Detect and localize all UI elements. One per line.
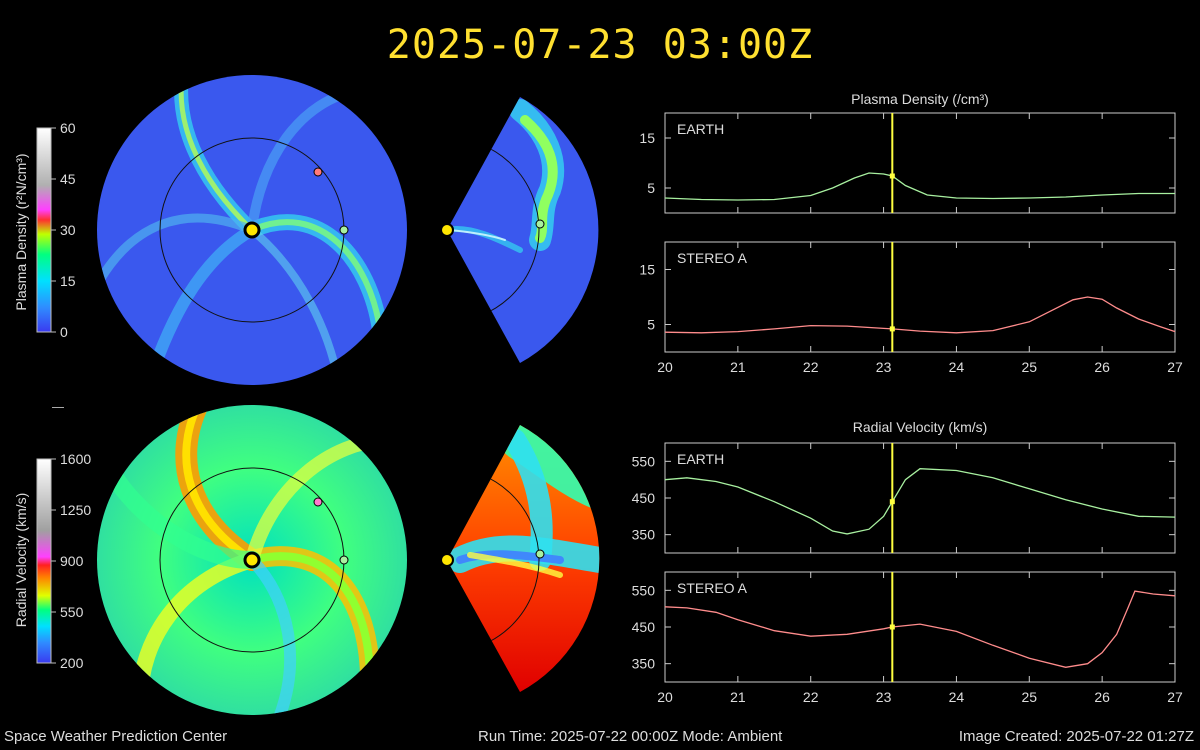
panel-label: STEREO A xyxy=(677,580,748,596)
colorbar-tick-label: 1600 xyxy=(60,451,91,467)
x-tick-label: 20 xyxy=(657,359,673,375)
earth-velocity-panel: 350 450 550 EARTH xyxy=(632,442,1176,554)
sun-icon xyxy=(243,551,261,569)
colorbar-tick-label: 45 xyxy=(60,171,76,187)
y-tick-label: 5 xyxy=(647,317,655,333)
earth-marker xyxy=(535,549,545,559)
footer-organization: Space Weather Prediction Center xyxy=(4,728,228,745)
stereo-a-density-panel: 5 15 STEREO A xyxy=(639,241,1176,353)
plot-frame xyxy=(664,442,1176,554)
stereo-a-marker xyxy=(313,167,323,177)
density-meridional-wedge xyxy=(440,97,599,363)
y-tick-label: 5 xyxy=(647,180,655,196)
y-tick-label: 350 xyxy=(632,527,656,543)
colorbar-tick-label: 200 xyxy=(60,655,84,671)
plot-frame xyxy=(664,112,1176,214)
x-tick-label: 27 xyxy=(1167,359,1183,375)
y-tick-label: 450 xyxy=(632,490,656,506)
series-line xyxy=(664,590,1176,668)
y-tick-label: 15 xyxy=(639,130,655,146)
y-tick-label: 15 xyxy=(639,262,655,278)
y-tick-label: 450 xyxy=(632,619,656,635)
x-tick-label: 27 xyxy=(1167,689,1183,705)
y-tick-label: 550 xyxy=(632,582,656,598)
colorbar-tick-label: 0 xyxy=(60,324,68,340)
density-colorbar: 0 15 30 45 60 Plasma Density (r²N/cm³) xyxy=(13,120,76,340)
x-tick-label: 21 xyxy=(730,359,746,375)
series-line xyxy=(664,296,1176,334)
velocity-ecliptic-disk xyxy=(97,405,407,715)
x-tick-label: 24 xyxy=(949,689,965,705)
velocity-colorbar-label: Radial Velocity (km/s) xyxy=(13,493,29,628)
velocity-panel-title: Radial Velocity (km/s) xyxy=(853,419,988,435)
earth-marker xyxy=(339,225,349,235)
cursor-point xyxy=(889,173,895,179)
footer-run-time: Run Time: 2025-07-22 00:00Z Mode: Ambien… xyxy=(478,728,783,745)
x-tick-label: 22 xyxy=(803,359,819,375)
colorbar-tick-label: 1250 xyxy=(60,502,91,518)
x-tick-label: 26 xyxy=(1094,359,1110,375)
sun-icon xyxy=(243,221,261,239)
x-tick-label: 21 xyxy=(730,689,746,705)
x-tick-label: 25 xyxy=(1021,689,1037,705)
x-tick-label: 22 xyxy=(803,689,819,705)
x-tick-label: 26 xyxy=(1094,689,1110,705)
x-tick-label: 23 xyxy=(876,689,892,705)
colorbar-tick-label: 550 xyxy=(60,604,84,620)
x-tick-label: 20 xyxy=(657,689,673,705)
series-line xyxy=(664,468,1176,535)
stereo-a-velocity-panel: 350 450 550 STEREO A xyxy=(632,571,1176,683)
sun-icon xyxy=(440,553,454,567)
colorbar-tick-label: 60 xyxy=(60,120,76,136)
panel-label: EARTH xyxy=(677,121,724,137)
footer-image-created: Image Created: 2025-07-22 01:27Z xyxy=(958,728,1194,745)
panel-label: STEREO A xyxy=(677,250,748,266)
x-tick-label: 24 xyxy=(949,359,965,375)
colorbar-tick-label: 900 xyxy=(60,553,84,569)
velocity-x-axis-labels: 20 21 22 23 24 25 26 27 xyxy=(657,689,1183,705)
y-tick-label: 550 xyxy=(632,453,656,469)
page-title: 2025-07-23 03:00Z xyxy=(386,22,814,68)
earth-density-panel: 5 15 EARTH xyxy=(639,112,1176,214)
colorbar-tick-label: 30 xyxy=(60,222,76,238)
separator-dash xyxy=(52,407,64,408)
density-colorbar-label: Plasma Density (r²N/cm³) xyxy=(13,153,29,310)
panel-label: EARTH xyxy=(677,451,724,467)
y-tick-label: 350 xyxy=(632,656,656,672)
colorbar-tick-label: 15 xyxy=(60,273,76,289)
density-x-axis-labels: 20 21 22 23 24 25 26 27 xyxy=(657,359,1183,375)
cursor-point xyxy=(889,499,895,505)
density-ecliptic-disk xyxy=(97,75,407,385)
x-tick-label: 23 xyxy=(876,359,892,375)
x-tick-label: 25 xyxy=(1021,359,1037,375)
stereo-a-marker xyxy=(313,497,323,507)
velocity-meridional-wedge xyxy=(440,425,600,692)
cursor-point xyxy=(889,326,895,332)
density-panel-title: Plasma Density (/cm³) xyxy=(851,91,989,107)
earth-marker xyxy=(535,219,545,229)
sun-icon xyxy=(440,223,454,237)
earth-marker xyxy=(339,555,349,565)
velocity-colorbar: 200 550 900 1250 1600 Radial Velocity (km/s) xyxy=(13,451,91,671)
cursor-point xyxy=(889,624,895,630)
